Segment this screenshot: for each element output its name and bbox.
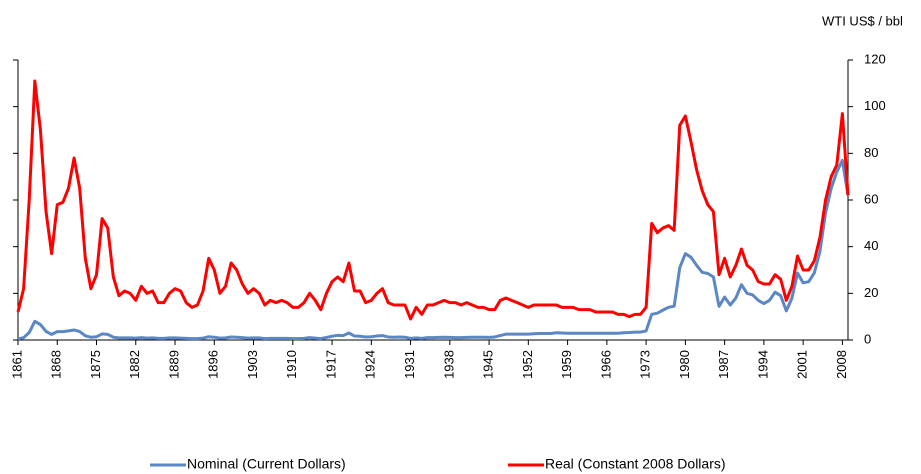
x-tick-label: 1966 (598, 350, 613, 379)
x-tick-label: 1896 (206, 350, 221, 379)
x-tick-label: 1959 (559, 350, 574, 379)
y-tick-label: 20 (864, 285, 878, 300)
x-tick-label: 1952 (520, 350, 535, 379)
x-tick-label: 1903 (245, 350, 260, 379)
x-tick-label: 1868 (49, 350, 64, 379)
x-tick-label: 1931 (402, 350, 417, 379)
y-tick-label: 80 (864, 145, 878, 160)
x-tick-label: 1945 (481, 350, 496, 379)
y-tick-label: 60 (864, 191, 878, 206)
x-tick-label: 1938 (441, 350, 456, 379)
x-tick-label: 1973 (638, 350, 653, 379)
y-tick-label: 0 (864, 331, 871, 346)
x-tick-label: 1994 (755, 350, 770, 379)
x-tick-label: 1889 (166, 350, 181, 379)
x-tick-label: 1882 (127, 350, 142, 379)
x-tick-label: 1875 (88, 350, 103, 379)
x-tick-label: 1980 (677, 350, 692, 379)
x-tick-label: 1924 (363, 350, 378, 379)
x-tick-label: 2008 (834, 350, 849, 379)
x-tick-label: 1910 (284, 350, 299, 379)
series-line (16, 79, 850, 321)
y-axis-label: WTI US$ / bbl (822, 13, 903, 28)
x-tick-label: 1987 (716, 350, 731, 379)
y-tick-label: 120 (864, 51, 886, 66)
x-tick-label: 1917 (323, 350, 338, 379)
legend-label: Nominal (Current Dollars) (187, 456, 346, 472)
legend-label: Real (Constant 2008 Dollars) (545, 456, 726, 472)
x-tick-label: 1861 (9, 350, 24, 379)
y-tick-label: 100 (864, 98, 886, 113)
y-tick-label: 40 (864, 238, 878, 253)
x-tick-label: 2001 (795, 350, 810, 379)
series-line (17, 158, 850, 341)
